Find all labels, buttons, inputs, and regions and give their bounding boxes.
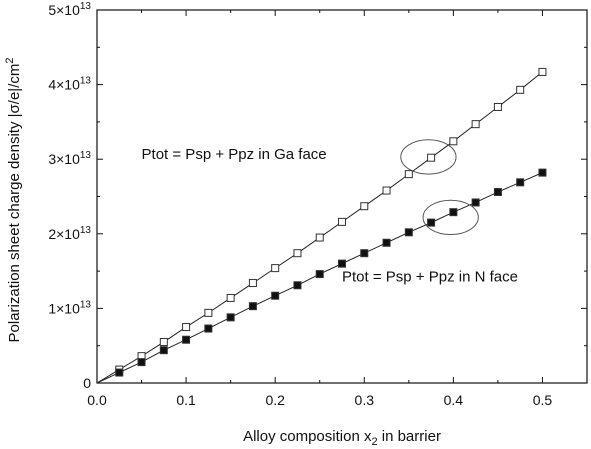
annotation-label: Ptot = Psp + Ppz in N face [342,269,518,286]
x-tick-label: 0.5 [533,392,553,408]
highlight-ellipse [400,139,457,175]
y-axis-title: Polarization sheet charge density |σ/e|/… [4,58,23,343]
annotation-label: Ptot = Psp + Ppz in Ga face [142,146,327,163]
y-tick-label: 2×1013 [48,225,91,242]
annotations: Ptot = Psp + Ppz in Ga face Ptot = Psp + … [142,146,518,285]
data-point-series-1 [182,323,191,332]
y-tick-label: 0 [83,375,91,391]
series-lines [96,71,543,384]
x-axis-title: Alloy composition x2 in barrier [243,428,441,448]
y-tick-label: 3×1013 [48,150,91,167]
data-point-series-2 [449,208,458,217]
series-points [115,67,547,377]
y-tick-label: 1×1013 [48,299,91,316]
data-point-series-2 [115,368,124,377]
data-point-series-2 [159,346,168,355]
highlight-ellipse [422,199,479,236]
data-point-series-2 [293,281,302,290]
x-axis-title-subscript: 2 [371,436,377,448]
data-point-series-2 [182,335,191,344]
data-point-series-1 [271,264,280,273]
data-point-series-1 [248,279,257,288]
data-point-series-2 [271,291,280,300]
y-axis-title-superscript: 2 [4,58,16,64]
data-point-series-2 [382,238,391,247]
y-axis-ticks: 0 1×1013 2×1013 3×1013 4×1013 5×1013 [48,1,587,391]
x-tick-label: 0.4 [444,392,464,408]
data-point-series-2 [471,198,480,207]
x-axis-title-tail: in barrier [378,428,441,445]
x-tick-label: 0.2 [265,392,285,408]
data-point-series-1 [159,337,168,346]
data-point-series-2 [248,302,257,311]
series-line-1 [96,71,543,384]
data-point-series-1 [360,202,369,211]
data-point-series-1 [338,217,346,226]
data-point-series-2 [404,228,413,237]
data-point-series-2 [137,358,146,367]
data-point-series-1 [404,170,413,179]
data-point-series-2 [360,249,369,258]
x-tick-label: 0.0 [87,392,107,408]
data-point-series-2 [538,168,547,177]
data-point-series-1 [315,233,324,242]
data-point-series-1 [493,102,502,111]
y-tick-label: 5×1013 [48,1,91,18]
x-axis-ticks: 0.0 0.1 0.2 0.3 0.4 0.5 [87,10,552,408]
highlight-ellipses [400,139,479,236]
data-point-series-1 [471,120,480,129]
data-point-series-2 [204,324,213,333]
x-axis-title-main: Alloy composition x [243,428,372,445]
data-point-series-2 [226,313,235,322]
plot-frame [96,9,588,384]
data-point-series-1 [516,85,525,94]
plot-border [96,9,588,384]
data-point-series-1 [427,153,436,162]
data-point-series-1 [293,249,302,258]
y-axis-title-main: Polarization sheet charge density |σ/e|/… [6,64,23,343]
data-point-series-1 [204,308,213,317]
data-point-series-1 [538,67,547,76]
data-point-series-1 [449,137,458,146]
data-point-series-2 [516,178,525,187]
data-point-series-2 [315,270,324,279]
data-point-series-2 [338,259,346,268]
x-tick-label: 0.3 [355,392,375,408]
y-tick-label: 4×1013 [48,76,91,93]
data-point-series-2 [493,188,502,197]
x-tick-label: 0.1 [176,392,196,408]
data-point-series-1 [226,293,235,302]
data-point-series-1 [382,186,391,195]
data-point-series-2 [427,218,436,227]
